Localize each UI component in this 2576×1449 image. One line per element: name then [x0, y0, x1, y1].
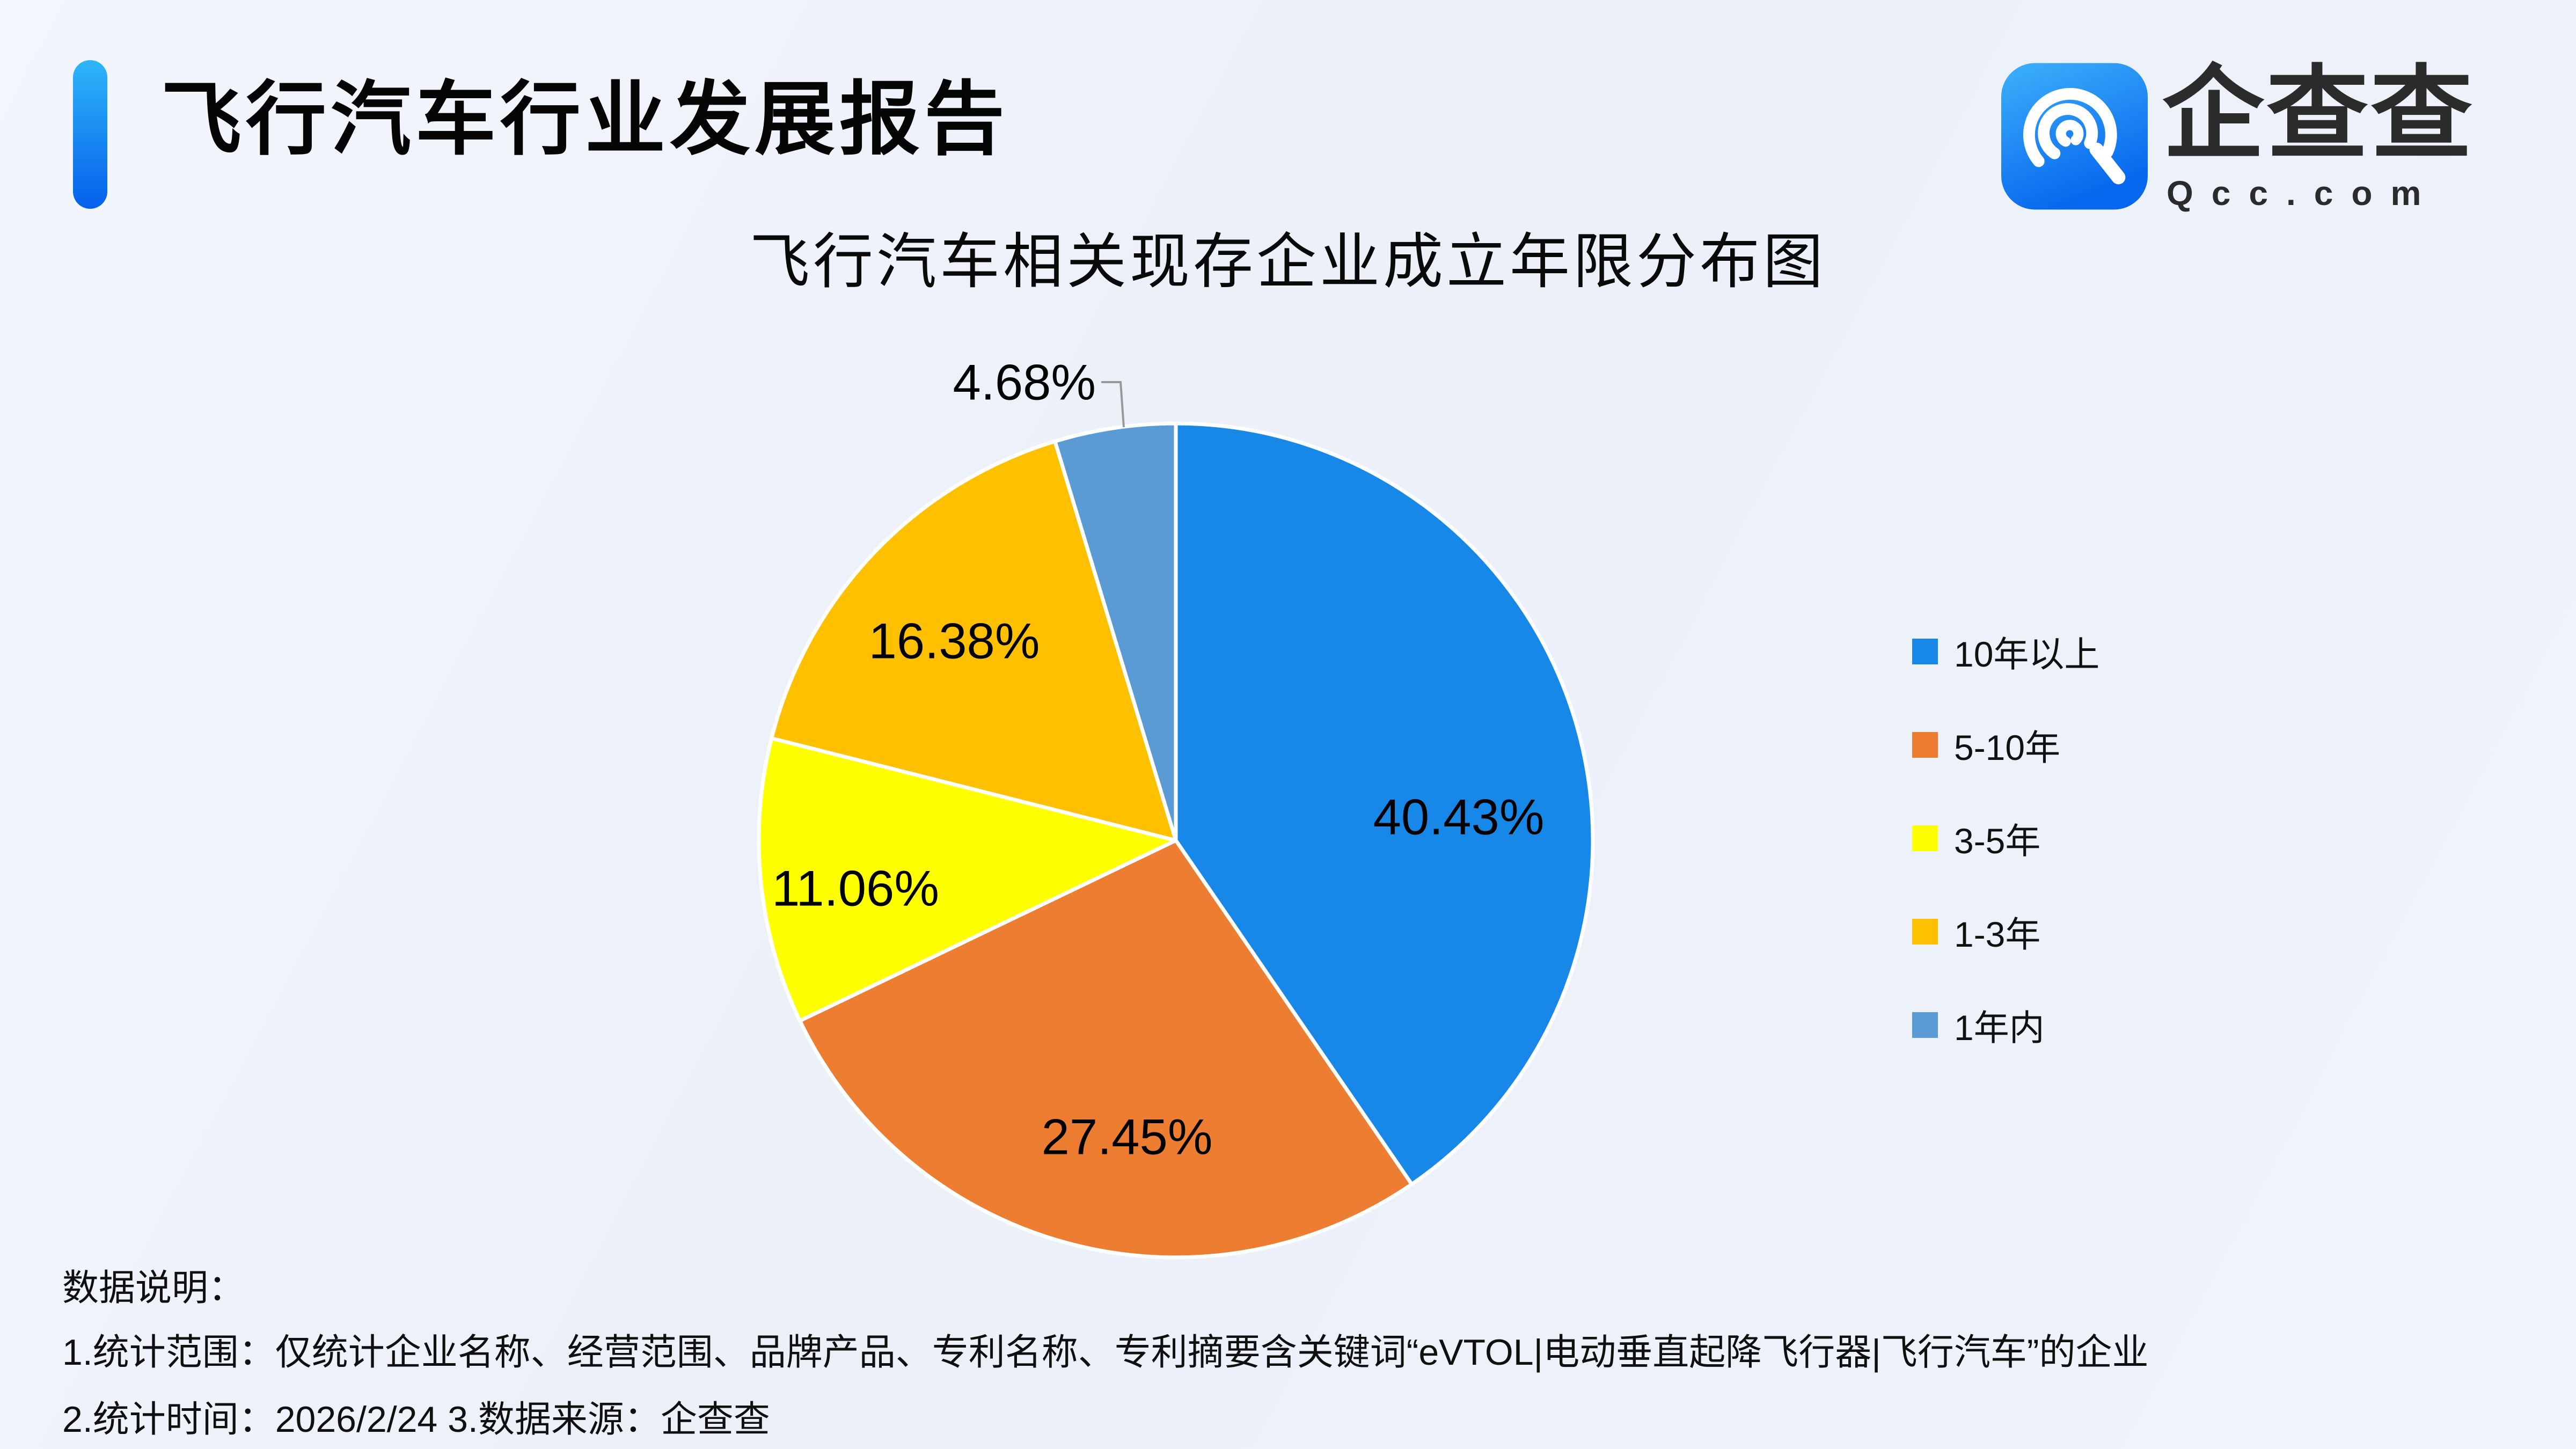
chart-title: 飞行汽车相关现存企业成立年限分布图: [750, 228, 1826, 295]
pie-slice-1: [798, 838, 1414, 1260]
legend-item-4: 1年内: [1912, 1004, 2099, 1048]
qcc-logo-name: 企查查: [2162, 57, 2475, 171]
footer-line-2: 2.统计时间：2026/2/24 3.数据来源：企查查: [62, 1399, 770, 1440]
pie-label-3: 16.38%: [869, 613, 1040, 669]
legend-swatch-4: [1912, 1012, 1938, 1038]
qcc-logo-domain: Qcc.com: [2167, 174, 2440, 213]
pie-slice-2: [757, 736, 1178, 1023]
footer-line-1: 1.统计范围：仅统计企业名称、经营范围、品牌产品、专利名称、专利摘要含关键词“e…: [62, 1332, 2149, 1373]
legend-label-1: 5-10年: [1954, 728, 2061, 767]
pie-label-0: 40.43%: [1373, 789, 1545, 845]
legend-label-2: 3-5年: [1954, 821, 2041, 861]
legend-swatch-2: [1912, 825, 1938, 851]
legend-item-0: 10年以上: [1912, 630, 2099, 674]
legend-swatch-1: [1912, 732, 1938, 758]
legend-item-3: 1-3年: [1912, 910, 2099, 954]
pie-slice-0: [1174, 421, 1595, 1187]
legend-swatch-0: [1912, 639, 1938, 664]
title-accent-bar: [73, 60, 107, 209]
legend-item-1: 5-10年: [1912, 723, 2099, 767]
legend-item-2: 3-5年: [1912, 817, 2099, 861]
qcc-logo: 企查查 Qcc.com: [2001, 62, 2511, 223]
legend-label-0: 10年以上: [1954, 634, 2100, 674]
pie-label-4: 4.68%: [953, 354, 1096, 411]
pie-leader-line: [1101, 381, 1125, 428]
pie-label-2: 11.06%: [772, 860, 939, 917]
pie-slice-3: [770, 439, 1178, 843]
legend-swatch-3: [1912, 919, 1938, 945]
legend-label-3: 1-3年: [1954, 914, 2041, 954]
legend-label-4: 1年内: [1954, 1008, 2045, 1048]
pie-slice-4: [1053, 421, 1178, 843]
qcc-logo-icon: [2001, 63, 2148, 210]
page-title: 飞行汽车行业发展报告: [161, 74, 1009, 164]
footer-heading: 数据说明：: [62, 1268, 245, 1308]
pie-label-1: 27.45%: [1042, 1109, 1213, 1165]
legend: 10年以上 5-10年 3-5年 1-3年 1年内: [1912, 630, 2099, 1097]
